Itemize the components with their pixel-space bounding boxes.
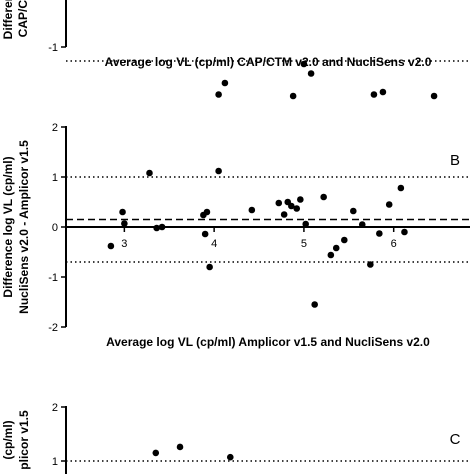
data-point bbox=[320, 193, 327, 201]
data-point bbox=[153, 224, 160, 232]
panel-label: B bbox=[450, 152, 460, 169]
chart-panel-2: 2 1 (cp/ml) plicor v1.5 C bbox=[1, 402, 470, 474]
data-point bbox=[370, 91, 378, 98]
y-axis-title: Difference log VL (cp/ml) bbox=[1, 156, 15, 297]
y-axis-title: CAP/CTM bbox=[16, 0, 30, 37]
y-axis-title: (cp/ml) bbox=[1, 420, 15, 459]
data-point bbox=[332, 244, 340, 252]
data-point bbox=[341, 236, 348, 244]
panel-label: C bbox=[450, 431, 461, 448]
data-point bbox=[221, 79, 229, 87]
data-point bbox=[376, 230, 383, 237]
data-point bbox=[275, 199, 283, 207]
data-point bbox=[349, 207, 357, 215]
data-point bbox=[379, 88, 387, 96]
data-point bbox=[358, 221, 366, 228]
x-tick-label: 3 bbox=[121, 238, 127, 250]
chart-panel-1: 2 1 0 -1 -2 3 4 5 6 Difference log VL (cp/ml) Nucl… bbox=[1, 122, 470, 349]
data-point bbox=[297, 196, 304, 203]
data-point bbox=[248, 206, 256, 214]
x-tick-label: 5 bbox=[301, 238, 307, 250]
data-point bbox=[146, 169, 153, 177]
y-tick-label: -1 bbox=[48, 272, 58, 284]
data-point bbox=[302, 220, 310, 228]
y-tick-label: -2 bbox=[48, 322, 58, 334]
y-axis-title: NucliSens v2.0 - Amplicor v1.5 bbox=[17, 140, 31, 314]
x-axis-title: Average log VL (cp/ml) Amplicor v1.5 and… bbox=[106, 335, 430, 349]
data-point bbox=[430, 92, 438, 100]
data-point bbox=[203, 208, 211, 216]
data-point bbox=[107, 242, 115, 250]
data-point bbox=[215, 91, 222, 98]
y-axis-title: Difference bbox=[1, 0, 15, 39]
data-point bbox=[401, 228, 408, 236]
data-point bbox=[201, 230, 209, 238]
data-point bbox=[385, 201, 393, 208]
data-point bbox=[289, 92, 297, 100]
data-point bbox=[176, 443, 184, 451]
data-point bbox=[152, 449, 160, 457]
data-point bbox=[206, 263, 213, 271]
data-point bbox=[327, 251, 335, 259]
y-tick-label: 0 bbox=[52, 222, 58, 234]
data-point bbox=[226, 453, 234, 461]
data-point bbox=[300, 60, 308, 68]
y-tick-label: -1 bbox=[48, 42, 58, 54]
data-point bbox=[280, 211, 288, 218]
data-point bbox=[215, 167, 222, 175]
data-point bbox=[311, 301, 318, 308]
data-point bbox=[367, 261, 374, 268]
y-tick-label: 1 bbox=[52, 172, 58, 184]
chart-panel-0: -1 Difference CAP/CTM Average log VL (cp/ml… bbox=[1, 0, 470, 100]
y-axis-title: plicor v1.5 bbox=[17, 410, 31, 470]
y-tick-label: 2 bbox=[52, 402, 58, 414]
x-axis-title: Average log VL (cp/ml) CAP/CTM v2.0 and … bbox=[105, 55, 432, 69]
data-point bbox=[158, 223, 166, 231]
data-point bbox=[307, 70, 315, 77]
data-point bbox=[288, 202, 295, 210]
x-tick-label: 6 bbox=[391, 238, 397, 250]
data-point bbox=[119, 208, 126, 216]
y-tick-label: 2 bbox=[52, 122, 58, 134]
data-point bbox=[397, 184, 405, 192]
data-point bbox=[293, 205, 301, 212]
x-tick-label: 4 bbox=[211, 238, 217, 250]
data-point bbox=[121, 220, 128, 227]
y-tick-label: 1 bbox=[52, 456, 58, 468]
